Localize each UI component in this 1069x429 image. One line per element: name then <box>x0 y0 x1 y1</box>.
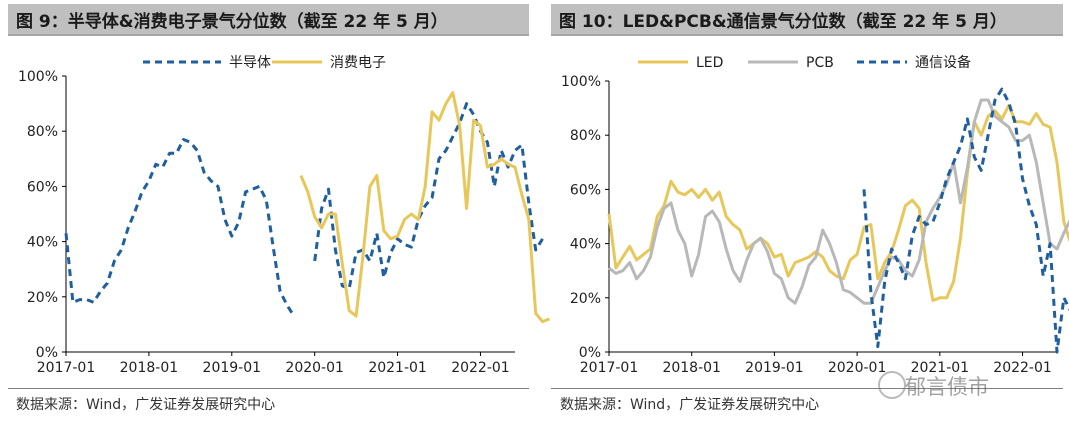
chart-9-x-tick-label: 2018-01 <box>120 360 179 376</box>
chart-10-y-tick-label: 0% <box>579 345 601 361</box>
chart-9-title-bar: 图 9：半导体&消费电子景气分位数（截至 22 年 5 月） <box>8 4 529 36</box>
chart-10-x-tick-label: 2018-01 <box>662 360 721 376</box>
chart-10-x-tick-label: 2017-01 <box>580 360 639 376</box>
chart-9-x-tick-label: 2021-01 <box>368 360 427 376</box>
chart-10-source: 数据来源：Wind，广发证券发展研究中心 <box>560 397 820 413</box>
chart-10-legend-label: LED <box>696 55 723 71</box>
chart-9-y-tick-label: 40% <box>27 235 58 251</box>
chart-9-legend-label: 消费电子 <box>330 55 386 71</box>
chart-10-y-tick-label: 80% <box>570 128 601 144</box>
chart-9-y-tick-label: 80% <box>27 124 58 140</box>
chart-10-legend-label: PCB <box>806 55 834 71</box>
chart-10-x-tick-label: 2020-01 <box>828 360 887 376</box>
chart-9-y-tick-label: 0% <box>36 345 58 361</box>
chart-10-x-tick-label: 2022-01 <box>993 360 1052 376</box>
chart-9-series-0-line <box>313 102 544 290</box>
chart-9-y-tick-label: 20% <box>27 290 58 306</box>
chart-10-series-0-line <box>607 103 1069 302</box>
chart-10-y-tick-label: 100% <box>561 74 601 90</box>
chart-9-x-tick-label: 2022-01 <box>451 360 510 376</box>
watermark-wechat-icon <box>878 371 906 399</box>
chart-9-y-tick-label: 100% <box>18 69 58 85</box>
chart-10-y-tick-label: 40% <box>570 237 601 253</box>
chart-9-title: 图 9：半导体&消费电子景气分位数（截至 22 年 5 月） <box>16 12 448 32</box>
chart-10-series-2-line <box>862 87 1069 354</box>
chart-9-x-tick-label: 2017-01 <box>37 360 96 376</box>
chart-10-y-tick-label: 60% <box>570 182 601 198</box>
chart-9-y-tick-label: 60% <box>27 179 58 195</box>
chart-10-x-tick-label: 2021-01 <box>911 360 970 376</box>
chart-9-series-1-line <box>299 91 551 324</box>
watermark-text: 郁言债市 <box>905 375 989 399</box>
chart-10-title: 图 10：LED&PCB&通信景气分位数（截至 22 年 5 月） <box>559 12 1007 32</box>
chart-9-x-tick-label: 2020-01 <box>285 360 344 376</box>
chart-9-source: 数据来源：Wind，广发证券发展研究中心 <box>16 397 276 413</box>
chart-9-legend-label: 半导体 <box>229 55 271 71</box>
chart-10-source-divider <box>551 388 1063 389</box>
chart-9-source-divider <box>8 388 529 389</box>
chart-10-title-bar: 图 10：LED&PCB&通信景气分位数（截至 22 年 5 月） <box>551 4 1063 36</box>
chart-9-x-tick-label: 2019-01 <box>203 360 262 376</box>
chart-10-series-1-line <box>608 98 1069 305</box>
chart-10-x-tick-label: 2019-01 <box>745 360 804 376</box>
chart-10-y-tick-label: 20% <box>570 291 601 307</box>
chart-9-series-0-line <box>64 138 296 317</box>
chart-10-legend-label: 通信设备 <box>915 54 971 71</box>
